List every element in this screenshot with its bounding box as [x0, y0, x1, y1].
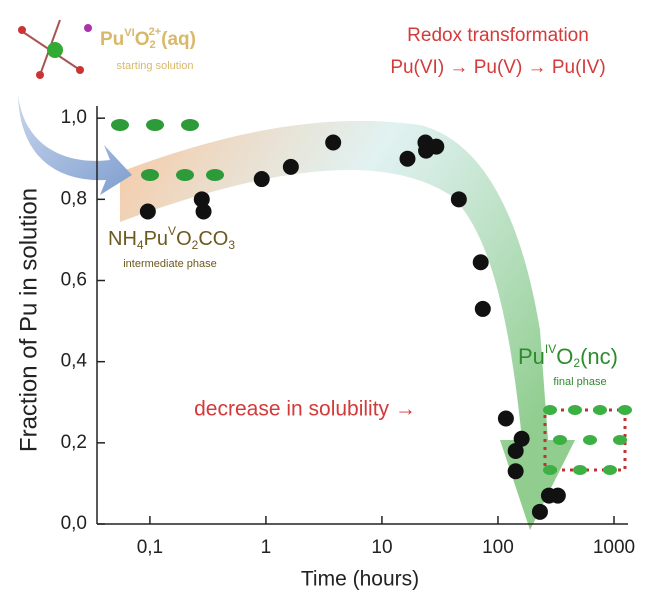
text-part: 4	[137, 238, 144, 252]
text-part: V	[168, 224, 176, 238]
data-point	[549, 487, 566, 504]
data-point	[497, 410, 514, 427]
x-tick-label: 1000	[593, 537, 635, 558]
data-point	[399, 150, 416, 167]
x-tick-label: 100	[482, 537, 514, 558]
text-part: 3	[228, 238, 235, 252]
text-part: (nc)	[580, 344, 618, 369]
data-point	[450, 191, 467, 208]
x-tick-label: 10	[371, 537, 392, 558]
x-axis-label: Time (hours)	[301, 568, 419, 591]
data-point	[507, 442, 524, 459]
text-part: IV	[545, 342, 556, 356]
molecule-start	[18, 19, 92, 79]
x-tick-label: 1	[261, 537, 272, 558]
text-part: 2	[149, 39, 155, 51]
y-tick-label: 0,8	[61, 188, 87, 209]
text-part: VI	[124, 27, 134, 39]
y-tick-label: 1,0	[61, 107, 87, 128]
data-point	[472, 254, 489, 271]
data-point	[513, 430, 530, 447]
y-tick-label: 0,2	[61, 432, 87, 453]
text-part: NH	[108, 228, 137, 250]
solubility-note: decrease in solubility →	[194, 398, 416, 421]
crystal-intermediate	[111, 119, 224, 181]
y-axis-label: Fraction of Pu in solution	[15, 188, 42, 452]
x-tick-label: 0,1	[137, 537, 163, 558]
text-part: Pu	[518, 344, 545, 369]
text-part: Pu	[100, 29, 124, 50]
annotation-intermediate: NH4PuVO2CO3	[108, 224, 235, 252]
text-part: Pu	[144, 228, 168, 250]
data-point	[507, 463, 524, 480]
crystal-final	[543, 405, 632, 475]
data-point	[325, 134, 342, 151]
data-point	[282, 158, 299, 175]
y-tick-label: 0,0	[61, 513, 87, 534]
annotation-final: PuIVO2(nc)	[518, 342, 618, 370]
data-point	[531, 503, 548, 520]
y-tick-label: 0,4	[61, 351, 88, 372]
annotation-start: PuVIO22+(aq)	[100, 26, 196, 51]
text-part: 2+	[149, 26, 162, 38]
text-part: 2	[192, 238, 199, 252]
data-point	[253, 171, 270, 188]
text-part: O	[556, 344, 573, 369]
data-point	[193, 191, 210, 208]
text-part: O	[135, 29, 150, 50]
flow-arrow	[120, 120, 575, 530]
text-part: 2	[573, 356, 580, 370]
y-tick-label: 0,6	[61, 270, 87, 291]
redox-steps: Pu(VI) → Pu(V) → Pu(IV)	[390, 57, 605, 78]
annotation-final-note: final phase	[553, 376, 606, 388]
data-point	[139, 203, 156, 220]
annotation-intermediate-note: intermediate phase	[123, 258, 217, 270]
data-point	[474, 300, 491, 317]
curved-arrow	[18, 95, 132, 195]
text-part: CO	[198, 228, 228, 250]
data-point	[195, 203, 212, 220]
annotation-start-note: starting solution	[116, 60, 193, 72]
data-point	[428, 138, 445, 155]
redox-title: Redox transformation	[407, 25, 589, 46]
text-part: (aq)	[161, 29, 196, 50]
text-part: O	[176, 228, 192, 250]
